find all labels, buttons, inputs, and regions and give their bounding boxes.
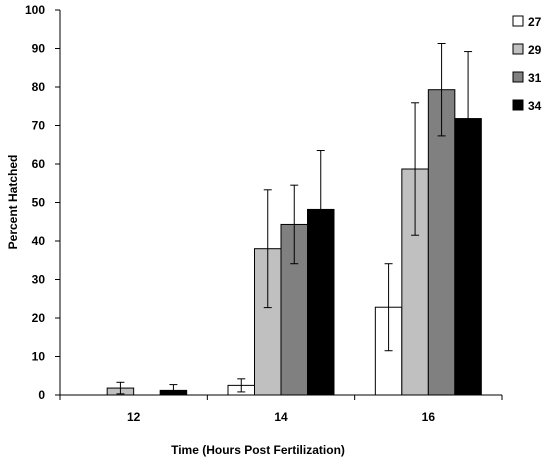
error-bars: [116, 42, 473, 396]
legend-item-34: 34: [512, 99, 542, 113]
y-tick-label: 60: [32, 157, 46, 171]
y-tick-label: 0: [38, 388, 45, 402]
x-axis-ticks: 12 14 16: [59, 395, 503, 424]
legend-swatch: [512, 15, 524, 27]
y-tick-label: 30: [32, 273, 46, 287]
legend-label: 29: [528, 43, 542, 57]
error-bar-29-12: [116, 381, 125, 395]
y-tick-label: 90: [32, 42, 46, 56]
legend-item-31: 31: [512, 71, 542, 85]
x-axis-title: Time (Hours Post Fertilization): [171, 443, 345, 457]
legend-swatch: [512, 43, 524, 55]
bars: [106, 89, 482, 396]
x-tick-label: 12: [127, 410, 141, 424]
y-tick-label: 20: [32, 311, 46, 325]
error-bar-34-16: [464, 51, 473, 187]
y-tick-label: 80: [32, 80, 46, 94]
error-bar-29-16: [411, 102, 420, 236]
error-bar-29-14: [263, 189, 272, 309]
legend-label: 34: [528, 99, 542, 113]
y-tick-label: 50: [32, 196, 46, 210]
error-bar-27-14: [237, 378, 246, 393]
error-bar-31-14: [290, 184, 299, 265]
y-axis-ticks: 0 10 20 30 40 50 60 70 80 90 100: [25, 3, 60, 402]
x-tick-label: 14: [274, 410, 288, 424]
error-bar-27-16: [384, 263, 393, 352]
x-tick-label: 16: [422, 410, 436, 424]
y-tick-label: 40: [32, 234, 46, 248]
legend-label: 27: [528, 15, 542, 29]
error-bar-31-16: [437, 42, 446, 137]
error-bar-34-14: [316, 150, 325, 269]
legend-item-27: 27: [512, 15, 542, 29]
y-tick-label: 10: [32, 350, 46, 364]
legend-label: 31: [528, 71, 542, 85]
y-axis-title: Percent Hatched: [6, 155, 20, 250]
legend-swatch: [512, 99, 524, 111]
y-tick-label: 100: [25, 3, 45, 17]
legend-swatch: [512, 71, 524, 83]
legend-item-29: 29: [512, 43, 542, 57]
legend: 27 29 31 34: [512, 15, 542, 113]
y-tick-label: 70: [32, 119, 46, 133]
